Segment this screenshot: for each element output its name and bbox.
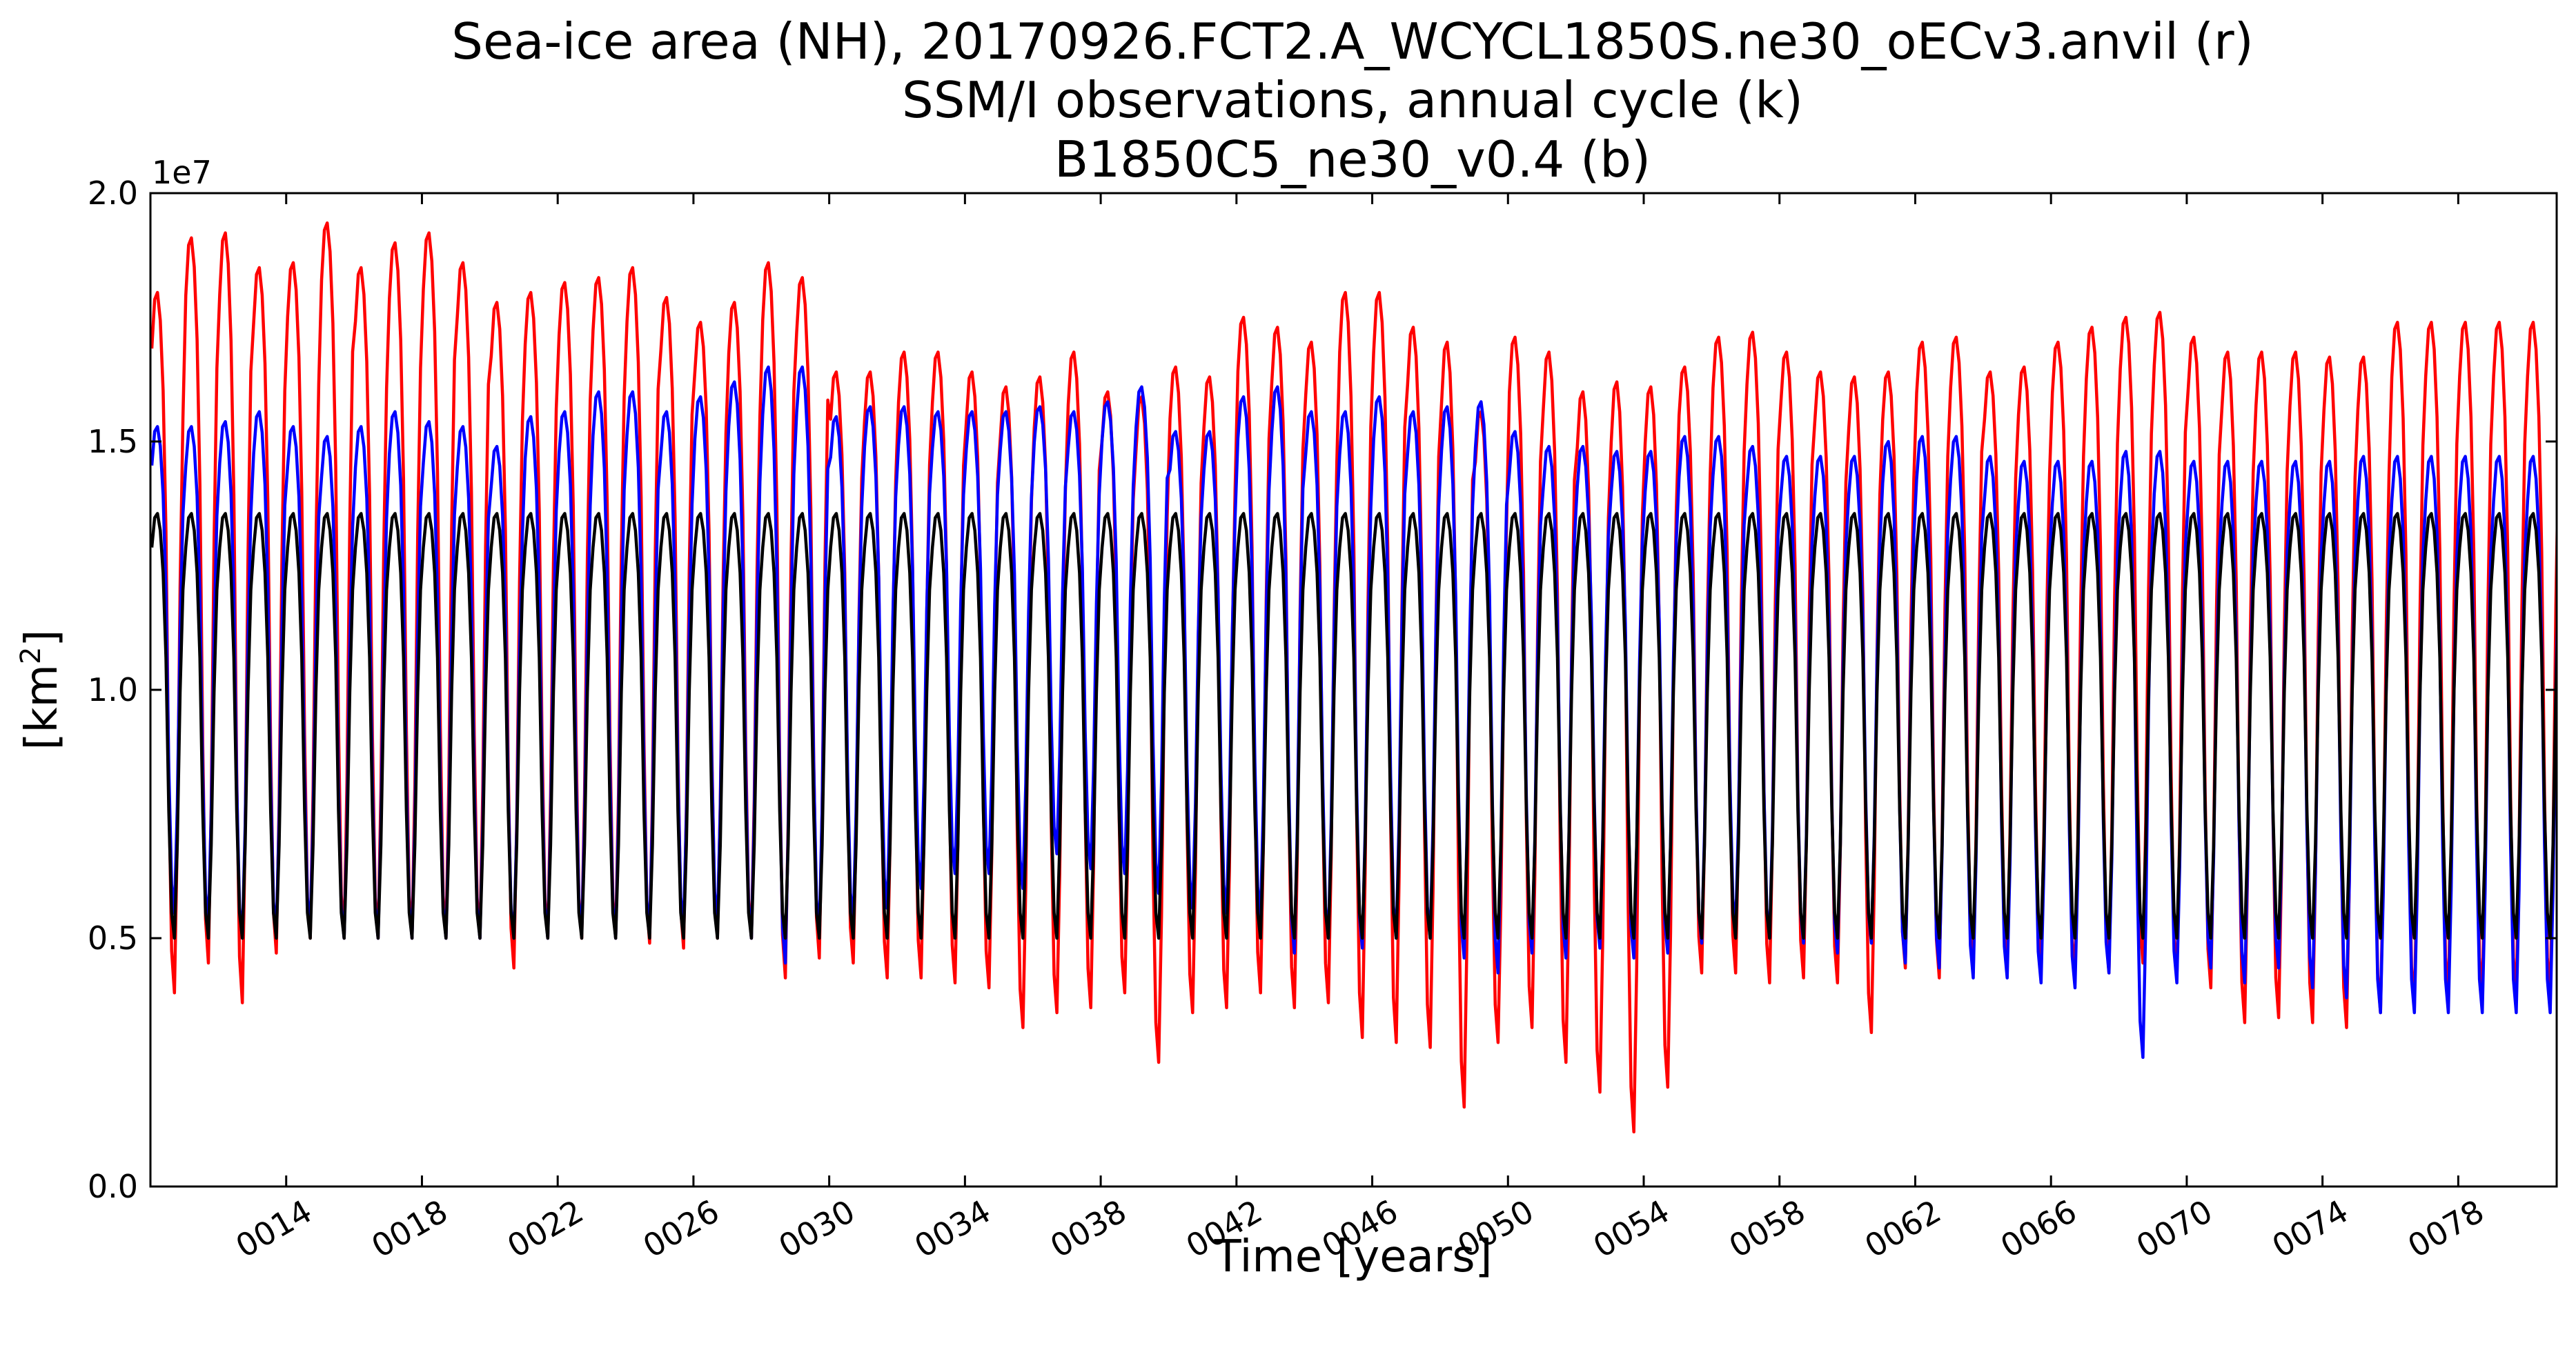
x-tick-label: 0030 (772, 1192, 861, 1264)
x-tick-label: 0018 (365, 1192, 453, 1264)
y-offset-label: 1e7 (152, 154, 212, 191)
series-layer (150, 221, 2557, 1134)
y-tick-label: 0.5 (88, 920, 138, 957)
title-line-2: SSM/I observations, annual cycle (k) (902, 71, 1803, 129)
y-axis: 0.0 0.5 1.0 1.5 2.0 (88, 175, 2557, 1205)
x-tick-label: 0026 (637, 1192, 725, 1264)
x-tick-label: 0078 (2401, 1192, 2490, 1264)
y-tick-label: 2.0 (88, 175, 138, 212)
x-tick-label: 0014 (230, 1192, 318, 1264)
x-tick-label: 0022 (501, 1192, 589, 1264)
y-tick-label: 0.0 (88, 1168, 138, 1205)
y-tick-label: 1.0 (88, 671, 138, 708)
y-axis-label-base: [km (17, 664, 68, 750)
title-line-3: B1850C5_ne30_v0.4 (b) (1054, 130, 1651, 188)
x-tick-label: 0034 (908, 1192, 996, 1264)
x-tick-label: 0066 (1994, 1192, 2083, 1264)
y-axis-label: [km2] (15, 630, 68, 751)
title-line-1: Sea-ice area (NH), 20170926.FCT2.A_WCYCL… (451, 12, 2253, 70)
x-tick-label: 0062 (1858, 1192, 1947, 1264)
y-axis-label-end: ] (17, 630, 68, 647)
x-tick-label: 0058 (1723, 1192, 1811, 1264)
chart-title: Sea-ice area (NH), 20170926.FCT2.A_WCYCL… (451, 12, 2253, 188)
x-tick-label: 0054 (1587, 1192, 1675, 1264)
x-tick-label: 0070 (2130, 1192, 2219, 1264)
x-tick-label: 0038 (1044, 1192, 1132, 1264)
x-axis-label: Time [years] (1213, 1231, 1492, 1282)
y-axis-label-superscript: 2 (15, 647, 47, 664)
y-tick-label: 1.5 (88, 423, 138, 460)
x-tick-label: 0074 (2265, 1192, 2354, 1264)
series-line-2 (150, 512, 2557, 940)
